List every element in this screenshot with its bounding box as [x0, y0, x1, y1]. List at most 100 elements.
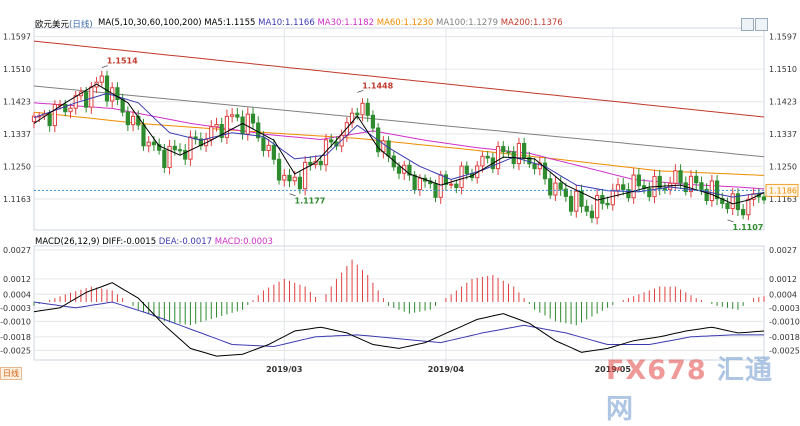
candle-body-48 [282, 174, 287, 181]
candle-body-111 [610, 189, 615, 206]
period-label: (日线) [69, 20, 93, 30]
current-price-box [765, 183, 799, 197]
macd-values: DIFF:-0.0015 DEA:-0.0017 MACD:0.0003 [102, 237, 273, 247]
macd-tick-right-4: -0.0010 [769, 317, 800, 326]
candle-body-65 [370, 114, 376, 129]
candle-body-4 [52, 104, 57, 127]
candle-body-41 [245, 113, 250, 135]
candle-body-96 [532, 163, 537, 170]
candle-body-128 [699, 182, 704, 190]
candle-body-6 [63, 103, 68, 113]
candle-body-38 [230, 114, 235, 117]
macd-tick-left-1: 0.0012 [3, 275, 31, 284]
candle-body-25 [162, 149, 167, 169]
candle-body-123 [673, 170, 678, 184]
candle-body-105 [579, 190, 584, 207]
candle-body-89 [495, 146, 501, 170]
price-tick-left-2: 1.1423 [3, 98, 31, 107]
candle-body-129 [704, 188, 709, 202]
candle-body-107 [589, 210, 595, 219]
candle-body-19 [130, 115, 136, 126]
candle-body-62 [355, 112, 360, 116]
candle-body-87 [485, 155, 490, 159]
candle-body-13 [99, 75, 104, 83]
candle-body-122 [668, 182, 673, 190]
candle-body-112 [615, 184, 621, 191]
macd-tick-left-0: 0.0027 [3, 246, 31, 255]
candle-body-127 [694, 175, 699, 184]
candle-body-40 [240, 116, 245, 135]
candle-body-79 [443, 174, 449, 185]
ma30-line [33, 102, 765, 190]
annotation-pointer-0 [101, 65, 108, 69]
candle-body-104 [574, 190, 579, 212]
macd-params: MACD(26,12,9) [35, 237, 100, 247]
legend-value-2: MA30:1.1182 [314, 18, 375, 28]
maximize-icon[interactable] [755, 18, 768, 31]
macd-tick-right-3: -0.0003 [769, 304, 800, 313]
candle-body-3 [47, 113, 52, 127]
price-tick-left-5: 1.1163 [3, 195, 31, 204]
watermark-logo: FX678 汇通网 [606, 355, 774, 425]
candle-body-73 [412, 174, 417, 191]
legend-value-4: MA100:1.1279 [433, 18, 498, 28]
candle-body-11 [89, 86, 94, 108]
ma200-line [33, 40, 765, 118]
candle-body-86 [480, 155, 485, 167]
candle-body-137 [746, 198, 751, 216]
macd-tick-left-2: 0.0004 [3, 290, 31, 299]
candle-body-90 [501, 146, 506, 153]
candle-body-136 [741, 209, 746, 216]
candle-body-7 [68, 107, 73, 113]
candle-body-22 [146, 141, 151, 147]
candle-body-52 [303, 161, 308, 190]
legend-value-1: MA10:1.1166 [255, 18, 315, 28]
legend-value-0: MA5:1.1155 [204, 18, 256, 28]
candle-body-78 [438, 174, 443, 198]
candle-body-74 [417, 177, 422, 191]
candle-body-39 [235, 114, 240, 118]
candle-body-28 [177, 149, 183, 152]
date-tick-0: 2019/03 [266, 365, 302, 374]
annotation-high-1: 1.1448 [362, 81, 393, 90]
candle-body-26 [167, 145, 172, 169]
minimize-icon[interactable] [741, 18, 754, 31]
ma-values: MA5:1.1155 MA10:1.1166 MA30:1.1182 MA60:… [204, 18, 562, 28]
annotation-pointer-3 [727, 219, 734, 223]
candle-body-37 [224, 115, 230, 138]
macd-tick-left-5: -0.0018 [0, 333, 31, 342]
candle-body-80 [449, 183, 454, 186]
price-tick-right-1: 1.1510 [769, 65, 797, 74]
candle-body-69 [391, 155, 396, 168]
candle-body-94 [522, 143, 527, 159]
candle-body-47 [276, 158, 282, 181]
candle-body-56 [323, 139, 329, 166]
candle-body-57 [329, 139, 334, 143]
candle-body-70 [396, 166, 402, 174]
price-tick-right-2: 1.1423 [769, 98, 797, 107]
period-toggle-button[interactable]: 日线 [0, 367, 22, 380]
candle-body-98 [542, 162, 548, 180]
macd-tick-left-4: -0.0010 [0, 317, 31, 326]
annotation-low-3: 1.1107 [733, 223, 764, 232]
candle-body-140 [761, 196, 767, 201]
ma-legend: MA(5,10,30,60,100,200) MA5:1.1155 MA10:1… [98, 18, 563, 28]
candle-body-91 [506, 151, 511, 154]
candle-body-27 [172, 145, 177, 151]
legend-value-2: MACD:0.0003 [212, 237, 273, 247]
ma5-line [33, 83, 765, 205]
candle-body-131 [714, 180, 720, 200]
price-tick-right-5: 1.1163 [769, 195, 797, 204]
candle-body-64 [365, 102, 370, 116]
candle-body-106 [584, 205, 589, 212]
candle-body-17 [120, 99, 125, 113]
candle-body-50 [292, 176, 297, 182]
current-price-label: 1.1186 [769, 186, 797, 195]
candle-body-83 [464, 165, 469, 175]
date-tick-2: 2019/05 [595, 365, 632, 374]
candle-body-55 [318, 160, 323, 166]
candle-body-108 [595, 195, 600, 219]
candle-body-124 [678, 170, 683, 184]
candle-body-114 [626, 189, 631, 199]
candle-body-29 [183, 150, 188, 160]
